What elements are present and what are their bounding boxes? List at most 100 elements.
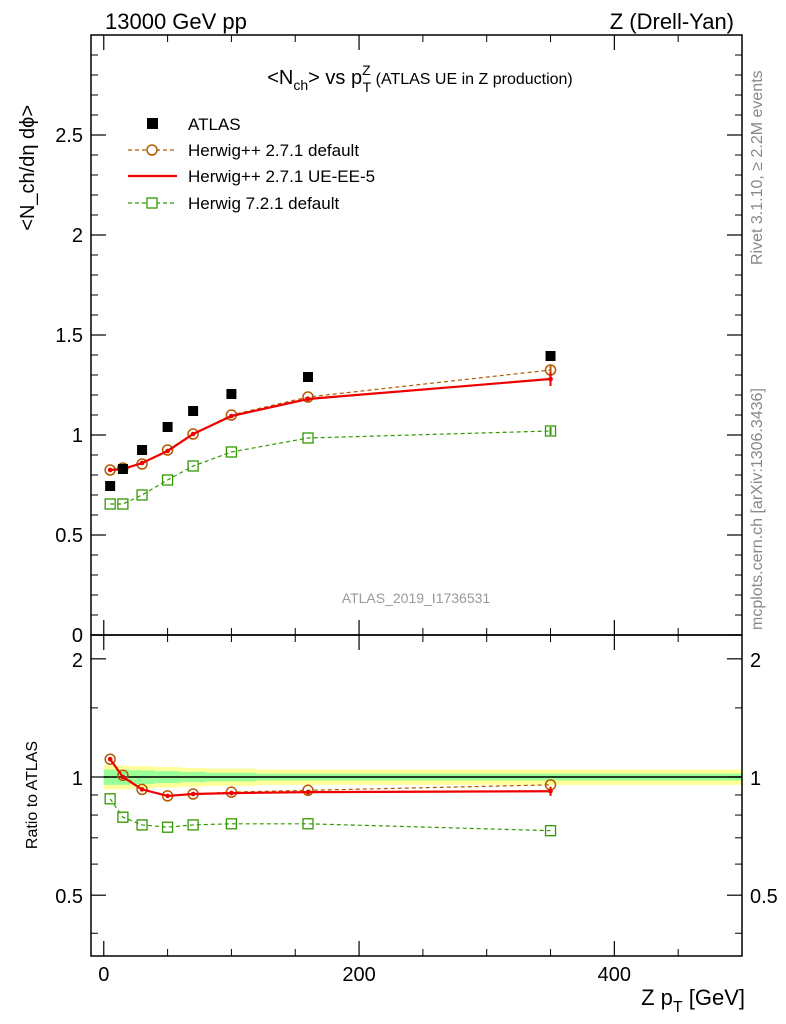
- main-marks: [104, 351, 557, 510]
- main-point-herwig7: [117, 498, 129, 510]
- mcplots-label: mcplots.cern.ch [arXiv:1306.3436]: [749, 388, 766, 630]
- y-tick-label: 1: [72, 425, 83, 447]
- ratio-point-herwig7: [544, 825, 557, 837]
- ratio-line-herwig-7-2-1-default: [109, 798, 551, 832]
- ratio-y-tick-label: 0.5: [55, 886, 83, 908]
- ratio-panel: 0.5 0.5 1 1 2 2 0 200 400 Ratio to ATLAS Z pT [G…: [24, 634, 778, 1016]
- ratio-point-herwig7: [136, 819, 148, 831]
- main-point-herwig7: [302, 432, 314, 444]
- legend-label: ATLAS: [188, 115, 241, 134]
- ratio-point-ue-ee-5: [165, 793, 170, 799]
- main-point-herwig7: [225, 446, 238, 458]
- ratio-point-ue-ee-5: [120, 774, 126, 780]
- x-label-unit: [GeV]: [683, 985, 745, 1010]
- title-sub1: ch: [293, 77, 308, 93]
- x-tick-label: 400: [598, 964, 631, 986]
- main-point-herwig7: [161, 474, 174, 486]
- legend-marker-square: [146, 197, 158, 209]
- ratio-point-herwig7: [117, 811, 129, 823]
- x-label-sub: T: [673, 999, 683, 1016]
- ratio-point-ue-ee-5: [229, 790, 234, 796]
- process-label: Z (Drell-Yan): [610, 9, 734, 34]
- main-line-herwig-2-7-1-ue-ee-5: [110, 377, 551, 472]
- y-tick-label: 2.5: [55, 125, 83, 147]
- x-axis-label: Z pT [GeV]: [641, 985, 745, 1016]
- y-tick-label: 2: [72, 225, 83, 247]
- ratio-point-ue-ee-5: [548, 788, 553, 794]
- legend-label: Herwig++ 2.7.1 UE-EE-5: [188, 167, 375, 186]
- main-point-atlas: [545, 351, 556, 361]
- ratio-point-herwigpp-default: [302, 784, 314, 797]
- main-point-atlas: [137, 445, 148, 455]
- rivet-label: Rivet 3.1.10, ≥ 2.2M events: [749, 70, 766, 265]
- main-point-herwigpp-default: [161, 444, 174, 456]
- ratio-marks: [104, 753, 557, 837]
- ratio-y-tick-label-right: 2: [750, 650, 761, 672]
- x-tick-label: 200: [342, 964, 375, 986]
- main-point-ue-ee-5: [229, 413, 234, 419]
- main-point-atlas: [188, 406, 199, 416]
- main-point-atlas: [117, 464, 128, 474]
- main-point-ue-ee-5: [190, 431, 196, 437]
- main-point-ue-ee-5: [165, 448, 170, 454]
- main-line-herwig-7-2-1-default: [110, 430, 551, 505]
- ratio-point-ue-ee-5: [107, 756, 113, 762]
- y-tick-label: 0: [72, 625, 83, 647]
- main-point-herwig7: [544, 425, 557, 437]
- y-axis-label: <N_ch/dη dϕ>: [17, 105, 39, 231]
- title-sup: Z: [362, 62, 371, 78]
- title-prefix: <N: [267, 67, 293, 89]
- ratio-y-label: Ratio to ATLAS: [24, 741, 41, 849]
- title-mid: > vs p: [308, 67, 362, 89]
- main-ticks: 0 0.5 1 1.5 2 2.5: [55, 35, 742, 647]
- ratio-point-ue-ee-5: [139, 787, 145, 792]
- main-point-atlas: [162, 422, 173, 432]
- main-point-ue-ee-5: [139, 460, 145, 466]
- ratio-y-tick-label: 1: [72, 768, 83, 790]
- ratio-frame: [90, 634, 743, 957]
- main-panel: 0 0.5 1 1.5 2 2.5 <Nch> vs pZ T (ATLAS UE in Z…: [17, 34, 743, 647]
- x-tick-label: 0: [98, 964, 109, 986]
- chart-title: <Nch> vs pZ T (ATLAS UE in Z production): [267, 62, 573, 95]
- main-point-atlas: [303, 372, 313, 382]
- ratio-uncertainty-bands: [103, 765, 742, 790]
- main-point-herwigpp-default: [187, 428, 199, 440]
- analysis-watermark: ATLAS_2019_I1736531: [342, 590, 491, 606]
- legend-marker-circle: [146, 144, 158, 156]
- ratio-point-ue-ee-5: [190, 791, 196, 797]
- ratio-point-herwigpp-default: [104, 753, 116, 765]
- legend-marker-atlas: [147, 118, 158, 129]
- main-point-ue-ee-5: [548, 376, 553, 382]
- main-point-atlas: [105, 481, 116, 491]
- y-tick-label: 1.5: [55, 325, 83, 347]
- legend-label: Herwig 7.2.1 default: [188, 194, 339, 213]
- main-point-herwig7: [136, 489, 148, 501]
- ratio-point-herwigpp-default: [136, 783, 148, 796]
- main-point-herwig7: [187, 460, 199, 472]
- main-point-atlas: [226, 389, 237, 399]
- ratio-y-tick-label-right: 0.5: [750, 886, 778, 908]
- ratio-line-herwig-2-7-1-default: [109, 758, 551, 797]
- ratio-line-herwig-2-7-1-ue-ee-5: [109, 758, 551, 798]
- main-point-herwig7: [104, 498, 116, 510]
- ratio-point-herwig7: [302, 818, 314, 830]
- energy-label: 13000 GeV pp: [105, 9, 247, 34]
- ratio-point-herwig7: [225, 818, 238, 830]
- legend-label: Herwig++ 2.7.1 default: [188, 141, 359, 160]
- ratio-point-herwig7: [161, 821, 174, 833]
- main-point-ue-ee-5: [107, 467, 113, 473]
- ratio-y-tick-label: 2: [72, 650, 83, 672]
- ratio-point-herwig7: [104, 793, 116, 805]
- ratio-point-herwig7: [187, 819, 199, 831]
- ratio-point-ue-ee-5: [305, 789, 311, 795]
- ratio-point-herwigpp-default: [117, 769, 129, 782]
- ratio-y-tick-label-right: 1: [750, 768, 761, 790]
- main-point-ue-ee-5: [305, 396, 311, 402]
- x-label-main: Z p: [641, 985, 673, 1010]
- ratio-ticks: 0.5 0.5 1 1 2 2 0 200 400: [55, 635, 778, 986]
- title-sub2: T: [363, 79, 372, 95]
- title-suffix: (ATLAS UE in Z production): [371, 71, 573, 88]
- main-point-herwigpp-default: [302, 391, 314, 403]
- y-tick-label: 0.5: [55, 525, 83, 547]
